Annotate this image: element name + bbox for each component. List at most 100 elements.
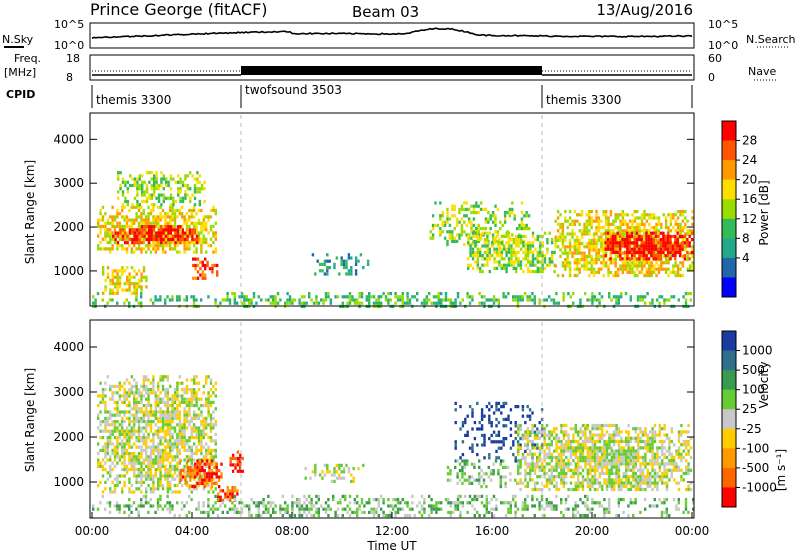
data-cell <box>159 420 162 424</box>
data-cell <box>177 187 180 191</box>
data-cell <box>149 413 153 417</box>
data-cell <box>178 480 181 484</box>
data-cell <box>188 445 191 449</box>
data-cell <box>185 404 189 408</box>
nsearch-label: N.Search <box>746 33 796 46</box>
data-cell <box>495 417 498 421</box>
data-cell <box>674 270 677 274</box>
data-cell <box>121 203 125 207</box>
data-cell <box>628 267 632 271</box>
data-cell <box>526 465 529 469</box>
data-cell <box>166 442 169 446</box>
data-cell <box>459 301 462 305</box>
data-cell <box>473 465 476 469</box>
data-cell <box>476 401 479 405</box>
data-cell <box>622 481 625 485</box>
data-cell <box>541 468 544 472</box>
data-cell <box>600 226 603 230</box>
data-cell <box>184 231 187 235</box>
data-cell <box>143 234 146 238</box>
data-cell <box>137 215 141 219</box>
data-cell <box>387 298 390 302</box>
data-cell <box>201 276 204 280</box>
data-cell <box>140 221 143 225</box>
data-cell <box>490 405 493 409</box>
data-cell <box>159 400 162 404</box>
data-cell <box>157 461 160 465</box>
data-cell <box>193 196 197 200</box>
data-cell <box>114 285 117 289</box>
data-cell <box>188 423 191 427</box>
data-cell <box>588 216 591 220</box>
data-cell <box>208 469 211 473</box>
data-cell <box>534 257 537 261</box>
data-cell <box>323 262 327 266</box>
data-cell <box>164 225 168 229</box>
data-cell <box>515 234 518 238</box>
data-cell <box>514 478 517 482</box>
data-cell <box>550 452 553 456</box>
data-cell <box>188 240 191 245</box>
data-cell <box>140 288 143 292</box>
data-cell <box>515 241 518 245</box>
data-cell <box>463 207 466 211</box>
data-cell <box>467 238 470 242</box>
data-cell <box>531 465 534 469</box>
data-cell <box>464 433 467 437</box>
data-cell <box>657 270 661 274</box>
data-cell <box>640 264 644 268</box>
data-cell <box>519 471 522 476</box>
data-cell <box>165 180 168 184</box>
data-cell <box>133 461 136 465</box>
data-cell <box>207 448 210 452</box>
data-cell <box>519 427 522 431</box>
data-cell <box>560 475 563 479</box>
data-cell <box>207 404 210 408</box>
data-cell <box>586 449 589 453</box>
nsky-left-tick-top: 10^5 <box>54 18 84 31</box>
data-cell <box>166 477 169 481</box>
data-cell <box>183 416 186 420</box>
data-cell <box>346 301 349 305</box>
data-cell <box>169 461 172 465</box>
data-cell <box>138 177 141 181</box>
data-cell <box>454 446 457 450</box>
data-cell <box>620 436 623 440</box>
data-cell <box>482 472 486 476</box>
data-cell <box>676 247 679 251</box>
data-cell <box>494 217 497 221</box>
data-cell <box>164 423 167 427</box>
data-cell <box>416 298 419 302</box>
data-cell <box>517 427 520 431</box>
data-cell <box>167 225 170 229</box>
data-cell <box>166 391 169 395</box>
data-cell <box>524 430 527 434</box>
data-cell <box>562 436 565 440</box>
data-cell <box>639 295 642 299</box>
data-cell <box>123 452 126 456</box>
data-cell <box>121 426 124 430</box>
data-cell <box>149 388 153 392</box>
data-cell <box>202 432 205 436</box>
data-cell <box>486 254 489 258</box>
data-cell <box>171 442 174 446</box>
data-cell <box>181 469 185 473</box>
data-cell <box>198 465 202 469</box>
data-cell <box>154 468 157 472</box>
data-cell <box>578 245 581 249</box>
data-cell <box>626 270 629 274</box>
data-cell <box>526 298 529 302</box>
data-cell <box>190 445 193 449</box>
data-cell <box>323 272 327 276</box>
data-cell <box>160 203 163 207</box>
data-cell <box>473 478 476 482</box>
data-cell <box>555 443 558 447</box>
data-cell <box>104 420 107 424</box>
data-cell <box>181 484 184 488</box>
data-cell <box>113 477 117 481</box>
data-cell <box>592 232 596 236</box>
data-cell <box>176 397 179 401</box>
data-cell <box>116 474 119 478</box>
data-cell <box>137 452 141 456</box>
data-cell <box>626 244 629 248</box>
